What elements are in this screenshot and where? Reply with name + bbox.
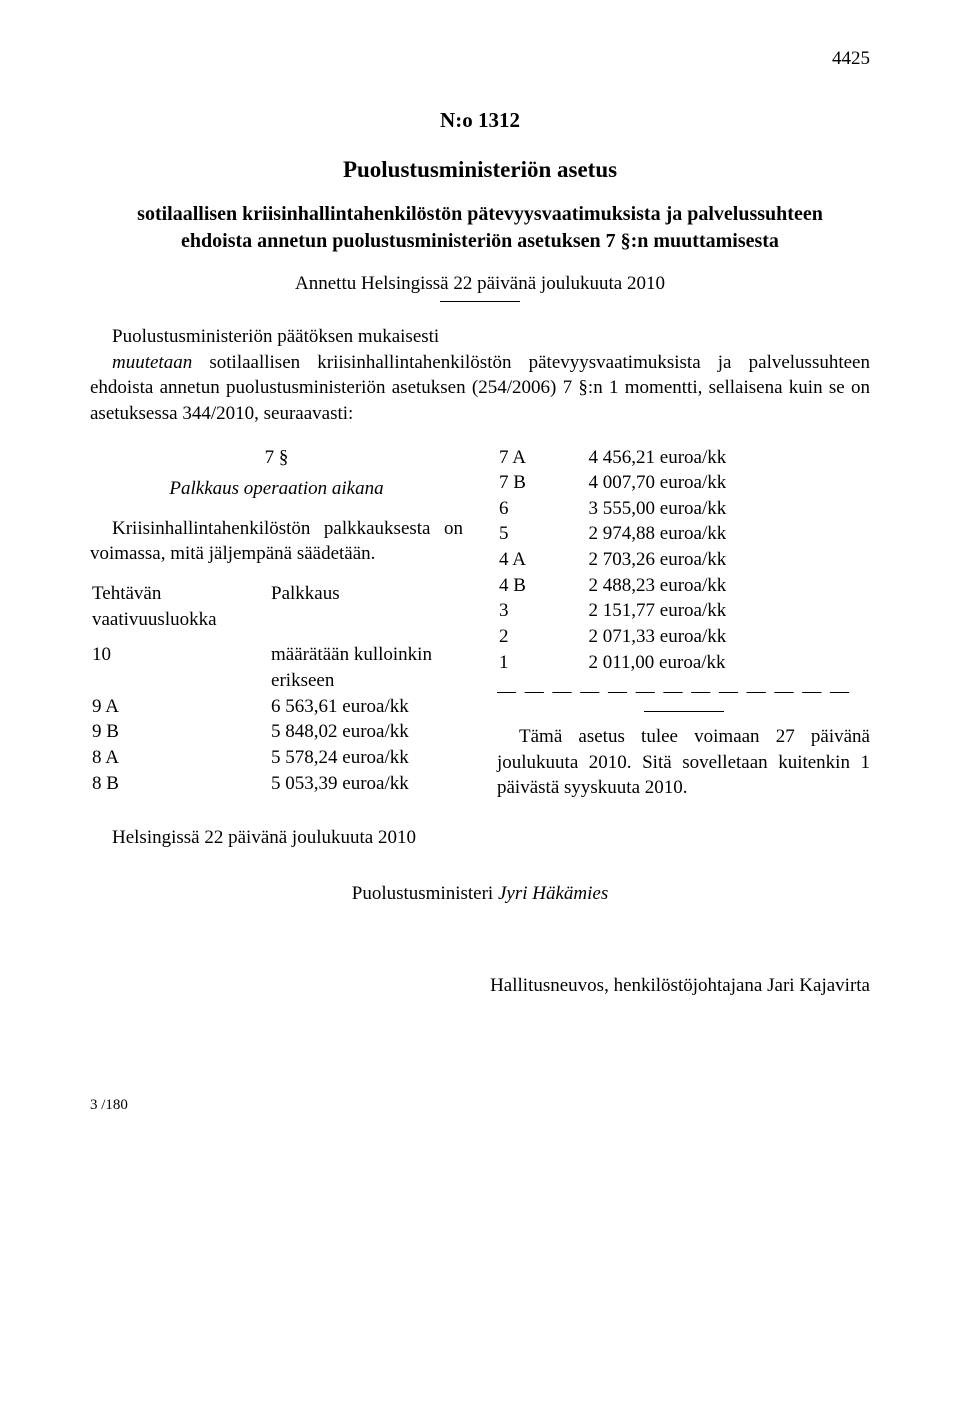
table-row: 8 A 5 578,24 euroa/kk <box>90 745 463 771</box>
grade-cell: 4 B <box>497 573 587 599</box>
preamble-muutetaan: muutetaan <box>112 352 192 373</box>
header-cell: Tehtävän vaativuusluokka <box>90 581 269 632</box>
dash-line: — — — — — — — — — — — — — <box>497 679 870 705</box>
minister-line: Puolustusministeri Jyri Häkämies <box>90 883 870 905</box>
salary-cell: määrätään kulloinkin erikseen <box>269 642 463 693</box>
salary-cell: 2 703,26 euroa/kk <box>587 547 870 573</box>
salary-cell: 4 007,70 euroa/kk <box>587 470 870 496</box>
grade-cell: 5 <box>497 521 587 547</box>
document-number: N:o 1312 <box>90 108 870 133</box>
left-table: Tehtävän vaativuusluokka Palkkaus 10 mää… <box>90 581 463 796</box>
minister-name: Jyri Häkämies <box>498 883 608 904</box>
preamble-lead: Puolustusministeriön päätöksen mukaisest… <box>112 326 439 347</box>
left-paragraph: Kriisinhallintahenkilöstön palkkauksesta… <box>90 516 463 567</box>
table-row: 7 B 4 007,70 euroa/kk <box>497 470 870 496</box>
table-row: 9 A 6 563,61 euroa/kk <box>90 694 463 720</box>
salary-cell: 5 848,02 euroa/kk <box>269 719 463 745</box>
document-type: Puolustusministeriön asetus <box>90 157 870 183</box>
given-at: Annettu Helsingissä 22 päivänä joulukuut… <box>90 273 870 295</box>
entry-into-force: Tämä asetus tulee voimaan 27 päivänä jou… <box>497 724 870 801</box>
grade-cell: 6 <box>497 496 587 522</box>
table-row: 7 A 4 456,21 euroa/kk <box>497 445 870 471</box>
grade-cell: 8 B <box>90 771 269 797</box>
preamble: Puolustusministeriön päätöksen mukaisest… <box>90 324 870 427</box>
preamble-rest: sotilaallisen kriisinhallintahenkilöstön… <box>90 352 870 424</box>
salary-cell: 6 563,61 euroa/kk <box>269 694 463 720</box>
footer: 3 /180 <box>90 1087 870 1114</box>
minister-title: Puolustusministeri <box>352 883 498 904</box>
salary-cell: 4 456,21 euroa/kk <box>587 445 870 471</box>
table-row: 1 2 011,00 euroa/kk <box>497 650 870 676</box>
counselor-line: Hallitusneuvos, henkilöstöjohtajana Jari… <box>90 975 870 997</box>
grade-cell: 3 <box>497 598 587 624</box>
table-row: 4 B 2 488,23 euroa/kk <box>497 573 870 599</box>
grade-cell: 9 A <box>90 694 269 720</box>
right-table: 7 A 4 456,21 euroa/kk 7 B 4 007,70 euroa… <box>497 445 870 676</box>
grade-cell: 4 A <box>497 547 587 573</box>
grade-cell: 2 <box>497 624 587 650</box>
salary-cell: 3 555,00 euroa/kk <box>587 496 870 522</box>
header-cell: Palkkaus <box>269 581 463 632</box>
salary-cell: 5 053,39 euroa/kk <box>269 771 463 797</box>
table-row: 9 B 5 848,02 euroa/kk <box>90 719 463 745</box>
section-number: 7 § <box>90 445 463 471</box>
grade-cell: 10 <box>90 642 269 693</box>
left-column: 7 § Palkkaus operaation aikana Kriisinha… <box>90 445 463 801</box>
table-row: 6 3 555,00 euroa/kk <box>497 496 870 522</box>
columns: 7 § Palkkaus operaation aikana Kriisinha… <box>90 445 870 801</box>
signed-at: Helsingissä 22 päivänä joulukuuta 2010 <box>90 827 870 849</box>
section-title: Palkkaus operaation aikana <box>90 476 463 502</box>
table-row: 8 B 5 053,39 euroa/kk <box>90 771 463 797</box>
grade-cell: 7 A <box>497 445 587 471</box>
grade-cell: 1 <box>497 650 587 676</box>
divider <box>644 711 724 712</box>
document-page: 4425 N:o 1312 Puolustusministeriön asetu… <box>0 0 960 1174</box>
table-row: 4 A 2 703,26 euroa/kk <box>497 547 870 573</box>
divider <box>440 301 520 302</box>
entry-text: Tämä asetus tulee voimaan 27 päivänä jou… <box>497 726 870 798</box>
grade-cell: 9 B <box>90 719 269 745</box>
salary-cell: 2 071,33 euroa/kk <box>587 624 870 650</box>
salary-cell: 2 011,00 euroa/kk <box>587 650 870 676</box>
salary-cell: 5 578,24 euroa/kk <box>269 745 463 771</box>
page-number: 4425 <box>90 48 870 70</box>
salary-cell: 2 151,77 euroa/kk <box>587 598 870 624</box>
document-title: sotilaallisen kriisinhallintahenkilöstön… <box>110 201 850 255</box>
table-row: 10 määrätään kulloinkin erikseen <box>90 642 463 693</box>
grade-cell: 8 A <box>90 745 269 771</box>
table-row: 2 2 071,33 euroa/kk <box>497 624 870 650</box>
salary-cell: 2 488,23 euroa/kk <box>587 573 870 599</box>
right-column: 7 A 4 456,21 euroa/kk 7 B 4 007,70 euroa… <box>497 445 870 801</box>
salary-cell: 2 974,88 euroa/kk <box>587 521 870 547</box>
grade-cell: 7 B <box>497 470 587 496</box>
table-header-row: Tehtävän vaativuusluokka Palkkaus <box>90 581 463 632</box>
table-row: 3 2 151,77 euroa/kk <box>497 598 870 624</box>
left-paragraph-text: Kriisinhallintahenkilöstön palkkauksesta… <box>90 518 463 565</box>
table-row: 5 2 974,88 euroa/kk <box>497 521 870 547</box>
